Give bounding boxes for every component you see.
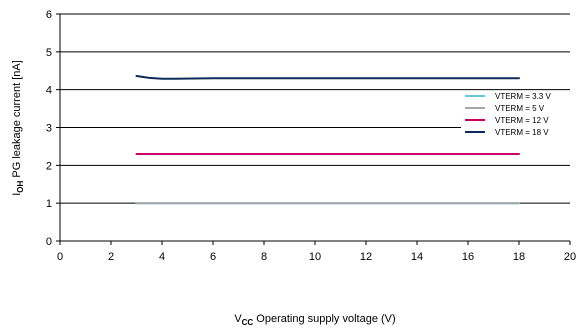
x-tick-labels: 0 2 4 6 8 10 12 14 16 18 20 bbox=[57, 251, 576, 263]
x-axis-title: VCC Operating supply voltage (V) bbox=[234, 313, 395, 327]
legend-label-2: VTERM = 5 V bbox=[495, 104, 545, 113]
legend-bg bbox=[461, 103, 573, 114]
y-tick-label: 1 bbox=[46, 198, 52, 210]
legend-label-1: VTERM = 3.3 V bbox=[495, 92, 551, 101]
x-tick-label: 14 bbox=[411, 251, 423, 263]
axes bbox=[59, 14, 571, 245]
y-axis-title: IOH PG leakage current [nA] bbox=[11, 60, 25, 196]
x-tick-label: 2 bbox=[108, 251, 114, 263]
x-tick-label: 20 bbox=[564, 251, 576, 263]
legend-bg bbox=[461, 91, 573, 102]
legend-bg bbox=[461, 115, 573, 126]
x-tick-label: 8 bbox=[261, 251, 267, 263]
legend-label-3: VTERM = 12 V bbox=[495, 116, 549, 125]
y-tick-label: 0 bbox=[46, 236, 52, 248]
series-line-4 bbox=[135, 75, 520, 80]
legend-label-4: VTERM = 18 V bbox=[495, 128, 549, 137]
y-tick-label: 6 bbox=[46, 9, 52, 21]
y-tick-label: 5 bbox=[46, 47, 52, 59]
y-tick-label: 3 bbox=[46, 123, 52, 135]
legend: VTERM = 3.3 V VTERM = 5 V VTERM = 12 V VTER… bbox=[461, 91, 573, 138]
x-tick-label: 10 bbox=[309, 251, 321, 263]
y-tick-label: 2 bbox=[46, 160, 52, 172]
legend-bg bbox=[461, 127, 573, 138]
x-tick-label: 18 bbox=[513, 251, 525, 263]
y-tick-labels: 0 1 2 3 4 5 6 bbox=[46, 9, 52, 248]
series-lines bbox=[135, 75, 520, 205]
x-tick-label: 16 bbox=[462, 251, 474, 263]
x-tick-label: 0 bbox=[57, 251, 63, 263]
x-tick-label: 4 bbox=[159, 251, 165, 263]
x-tick-label: 12 bbox=[360, 251, 372, 263]
x-tick-label: 6 bbox=[210, 251, 216, 263]
y-tick-label: 4 bbox=[46, 85, 52, 97]
